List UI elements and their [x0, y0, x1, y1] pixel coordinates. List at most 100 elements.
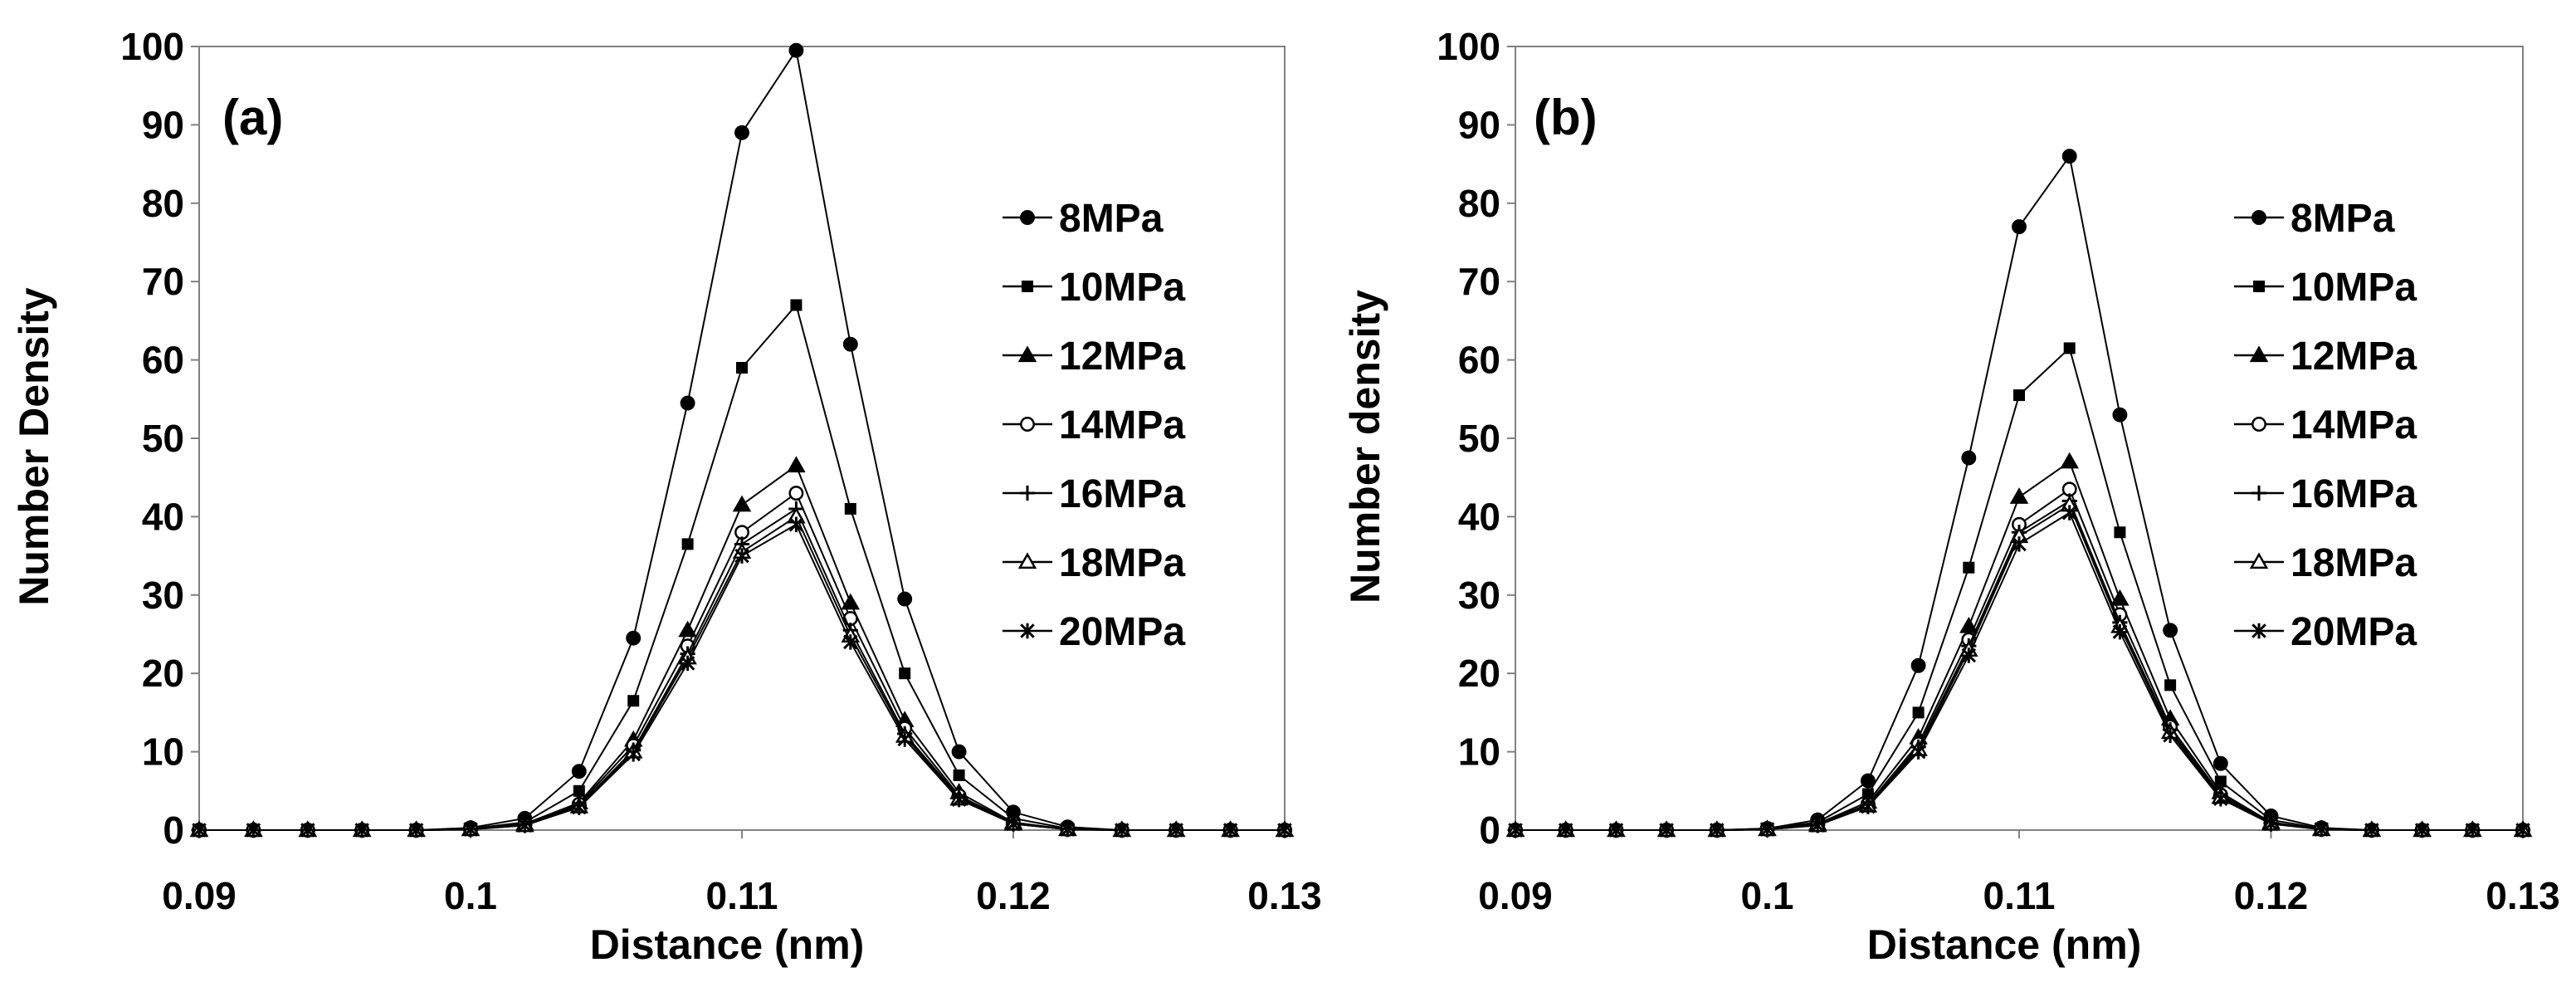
y-tick-label: 50 [1458, 417, 1500, 460]
data-point [2061, 149, 2077, 164]
data-point [2263, 816, 2279, 832]
legend-item-10mpa: 10MPa [2234, 266, 2417, 310]
legend-item-10mpa: 10MPa [1003, 266, 1185, 310]
y-tick-label: 80 [1458, 182, 1500, 225]
y-tick-label: 90 [142, 103, 184, 146]
legend-label: 12MPa [1059, 335, 1185, 379]
x-tick-label: 0.11 [706, 874, 778, 917]
data-point [953, 769, 965, 781]
y-tick-label: 10 [1458, 730, 1500, 774]
data-point [1861, 799, 1876, 814]
legend-marker [1017, 345, 1037, 363]
data-point [408, 822, 424, 838]
data-point [788, 486, 804, 501]
data-point [1508, 822, 1523, 838]
panel-label: (b) [1534, 90, 1598, 145]
legend-marker [1022, 281, 1033, 292]
legend-marker [2252, 210, 2266, 225]
legend-label: 12MPa [2291, 335, 2417, 379]
x-tick-label: 0.13 [1247, 874, 1322, 917]
data-point [2112, 407, 2128, 423]
panel-label: (a) [222, 90, 283, 145]
y-tick-label: 10 [142, 730, 184, 774]
data-point [1910, 744, 1926, 760]
data-point [1168, 822, 1183, 838]
legend-label: 14MPa [1059, 403, 1185, 447]
data-point [1963, 561, 1975, 574]
data-point [300, 822, 315, 838]
data-point [1910, 657, 1926, 673]
legend-item-18mpa: 18MPa [2234, 541, 2417, 585]
data-point [1608, 822, 1624, 838]
data-point [951, 791, 967, 808]
legend-marker [2249, 552, 2269, 569]
legend-item-8mpa: 8MPa [1003, 197, 1164, 241]
y-tick-label: 40 [142, 495, 184, 538]
legend-item-20mpa: 20MPa [2234, 610, 2417, 654]
data-point [626, 630, 642, 646]
legend-label: 10MPa [2291, 266, 2417, 310]
legend-item-14mpa: 14MPa [1003, 403, 1185, 447]
data-point [897, 731, 912, 747]
data-point [1115, 822, 1129, 838]
data-point [734, 548, 749, 564]
data-point [1006, 816, 1021, 832]
data-point [680, 395, 695, 411]
y-tick-label: 20 [142, 652, 184, 695]
data-point [2013, 389, 2025, 402]
data-point [2012, 219, 2027, 235]
series-20mpa [192, 516, 1292, 838]
x-tick-label: 0.09 [162, 874, 237, 917]
data-point [843, 634, 858, 650]
data-point [1710, 822, 1725, 838]
legend-label: 18MPa [1059, 541, 1185, 585]
data-point [1759, 821, 1775, 838]
data-point [1961, 647, 1977, 663]
data-point [192, 822, 207, 838]
data-point [842, 336, 858, 352]
data-point [2465, 822, 2481, 838]
data-point [734, 125, 749, 140]
y-tick-label: 70 [1458, 260, 1500, 303]
x-axis-title: Distance (nm) [1867, 921, 2142, 968]
data-point [2063, 342, 2076, 354]
data-point [1659, 822, 1674, 838]
legend-item-16mpa: 16MPa [2234, 472, 2417, 516]
data-point [788, 42, 804, 58]
y-tick-label: 30 [1458, 574, 1500, 617]
legend-item-12mpa: 12MPa [1003, 335, 1185, 379]
legend-item-20mpa: 20MPa [1003, 610, 1185, 654]
data-point [2110, 589, 2130, 606]
legend-marker [1019, 485, 1036, 501]
legend-item-12mpa: 12MPa [2234, 335, 2417, 379]
data-point [787, 456, 806, 473]
chart-panel-b: 0 10 20 30 40 50 60 70 80 90 100 0.09 0.1 0.11 0.12 0.1… [1342, 25, 2560, 968]
data-point [2163, 727, 2178, 744]
data-point [2112, 623, 2128, 640]
data-point [2012, 536, 2027, 552]
y-tick-label: 30 [142, 574, 184, 617]
data-point [2213, 755, 2228, 771]
legend-item-14mpa: 14MPa [2234, 403, 2417, 447]
data-point [841, 593, 861, 610]
data-point [2515, 822, 2530, 838]
data-point [2009, 487, 2029, 504]
data-point [732, 495, 752, 512]
legend-marker [2251, 485, 2267, 501]
y-tick-label: 100 [1437, 25, 1500, 68]
legend-label: 16MPa [2291, 472, 2417, 516]
data-point [571, 764, 587, 779]
x-tick-label: 0.12 [976, 874, 1051, 917]
legend-marker [2249, 345, 2269, 363]
data-point [678, 620, 697, 638]
data-point [2414, 822, 2430, 838]
x-tick-label: 0.09 [1478, 874, 1553, 917]
data-point [572, 799, 587, 815]
y-axis-title: Number Density [11, 287, 57, 606]
data-point [1961, 450, 1977, 466]
legend-item-16mpa: 16MPa [1003, 472, 1185, 516]
data-point [2061, 505, 2077, 520]
legend-marker [1017, 552, 1037, 569]
legend-label: 10MPa [1059, 266, 1185, 310]
